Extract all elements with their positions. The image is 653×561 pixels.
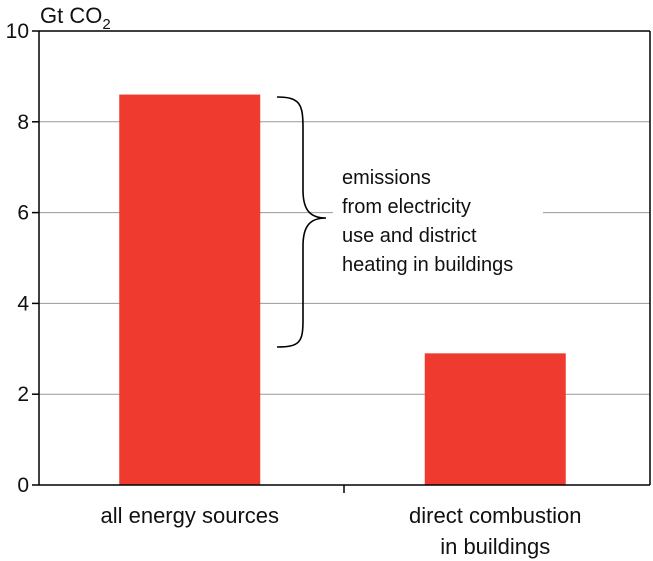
- category-label: all energy sources: [100, 503, 279, 528]
- annotation-brace: [276, 96, 327, 348]
- annotation-line: from electricity: [342, 196, 471, 218]
- y-tick-label: 6: [17, 202, 29, 225]
- annotation-text: emissions from electricity use and distric…: [333, 162, 543, 278]
- category-label: direct combustion: [409, 503, 581, 528]
- y-unit-label: Gt CO2: [40, 3, 111, 33]
- y-tick-label: 8: [17, 111, 29, 134]
- y-tick-label: 0: [17, 474, 29, 497]
- y-tick-label: 10: [6, 20, 29, 43]
- annotation-line: emissions: [342, 167, 431, 189]
- category-labels: all energy sources direct combustion in bu…: [100, 503, 581, 559]
- unit-base: Gt CO: [40, 3, 102, 28]
- axes: [38, 30, 651, 493]
- annotation-background: [333, 162, 543, 278]
- unit-subscript: 2: [102, 16, 110, 33]
- bar: [424, 353, 566, 485]
- y-tick-label: 4: [17, 292, 29, 315]
- y-tick-labels: 0 2 4 6 8 10: [6, 20, 39, 497]
- bars: [119, 94, 566, 485]
- y-tick-label: 2: [17, 383, 29, 406]
- annotation-line: use and district: [342, 225, 477, 247]
- bar: [119, 94, 261, 485]
- annotation-line: heating in buildings: [342, 254, 513, 276]
- category-label: in buildings: [440, 534, 550, 559]
